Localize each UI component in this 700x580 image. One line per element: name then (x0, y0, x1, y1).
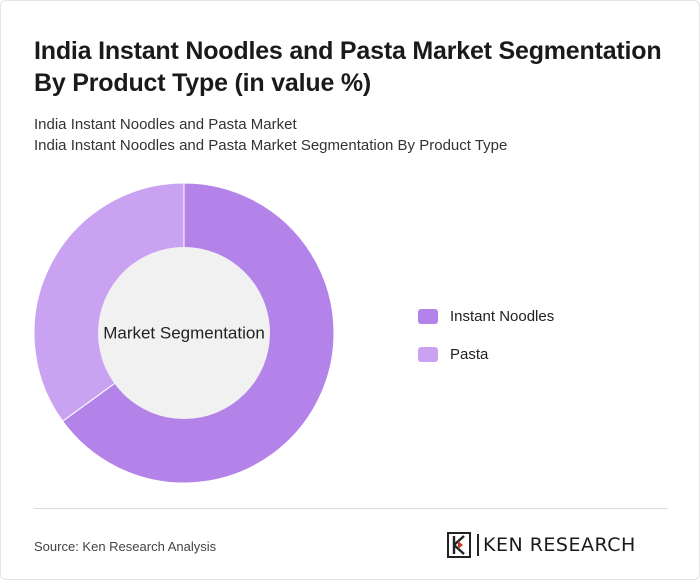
legend-swatch-instant-noodles (418, 308, 438, 324)
donut-chart: Market Segmentation (33, 182, 335, 484)
chart-title: India Instant Noodles and Pasta Market S… (34, 37, 662, 97)
chart-subtitle-segmentation: India Instant Noodles and Pasta Market S… (34, 137, 508, 154)
legend-swatch-pasta (418, 346, 438, 362)
logo-text: KEN RESEARCH (483, 534, 636, 556)
chart-legend: Instant Noodles Pasta (418, 306, 554, 382)
legend-item-pasta[interactable]: Pasta (418, 344, 554, 364)
donut-center (98, 247, 270, 419)
legend-label-instant-noodles: Instant Noodles (450, 307, 555, 325)
donut-center-label: Market Segmentation (103, 323, 265, 342)
footer-divider (34, 508, 668, 509)
logo-separator (477, 534, 479, 556)
ken-research-logo: KEN RESEARCH (447, 532, 636, 558)
chart-subtitle-market: India Instant Noodles and Pasta Market (34, 116, 297, 133)
ken-research-logo-mark (447, 532, 471, 558)
source-note: Source: Ken Research Analysis (34, 539, 217, 554)
legend-label-pasta: Pasta (450, 345, 489, 363)
legend-item-instant-noodles[interactable]: Instant Noodles (418, 306, 554, 326)
